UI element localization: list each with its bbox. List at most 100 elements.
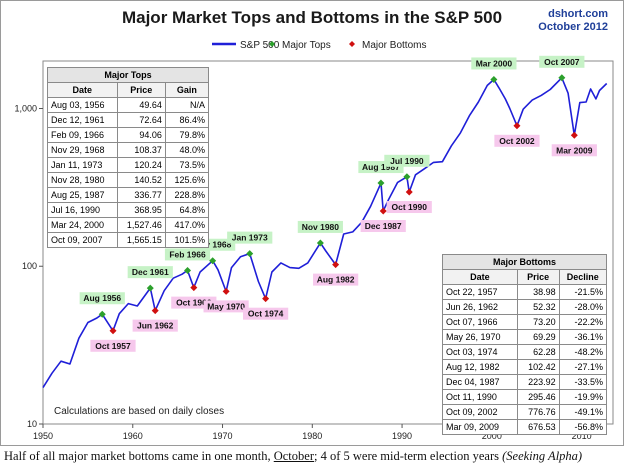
bottom-label: Oct 1957 [95, 341, 131, 351]
tops-table-cell: 86.4% [164, 112, 210, 128]
tops-table-cell: Feb 09, 1966 [47, 127, 118, 143]
bottoms-table-cell: Mar 09, 2009 [442, 419, 518, 435]
tops-table-cell: 140.52 [116, 172, 166, 188]
tops-table-cell: 1,565.15 [116, 232, 166, 248]
bottoms-table-cell: Aug 12, 1982 [442, 359, 518, 375]
y-tick-label: 100 [22, 261, 37, 271]
tops-table-cell: 94.06 [116, 127, 166, 143]
bottoms-table-caption: Major Bottoms [442, 254, 607, 270]
tops-table-cell: Oct 09, 2007 [47, 232, 118, 248]
source-credit: dshort.com October 2012 [538, 8, 608, 34]
bottom-label-bg [494, 134, 540, 147]
bottoms-table-cell: 52.32 [516, 299, 560, 315]
tops-table-cell: 72.64 [116, 112, 166, 128]
bottoms-table-cell: 62.28 [516, 344, 560, 360]
tops-table-cell: 79.8% [164, 127, 210, 143]
bottom-marker [332, 261, 340, 269]
tops-table-row: Aug 25, 1987 336.77 228.8% [47, 187, 210, 203]
legend-tops-label: Major Tops [282, 40, 331, 51]
bottom-label: Oct 1990 [392, 202, 428, 212]
top-marker [490, 75, 498, 83]
bottom-label: Oct 1966 [176, 298, 212, 308]
tops-table-cell: 120.24 [116, 157, 166, 173]
top-label-bg [297, 220, 343, 233]
bottoms-table-cell: Dec 04, 1987 [442, 374, 518, 390]
bottoms-table-cell: -49.1% [558, 404, 608, 420]
bottoms-table-col-header: Decline [558, 269, 608, 285]
legend-tops-marker [269, 41, 275, 47]
bottom-label: Mar 2009 [556, 145, 593, 155]
top-label: Dec 1961 [132, 267, 169, 277]
top-label: Nov 1968 [194, 240, 232, 250]
caption-underlined: October [273, 449, 314, 463]
bottoms-table-cell: -22.2% [558, 314, 608, 330]
tops-table-cell: 49.64 [116, 97, 166, 113]
bottoms-table-cell: -36.1% [558, 329, 608, 345]
legend-bottoms-label: Major Bottoms [362, 40, 426, 51]
bottoms-table-row: Jun 26, 1962 52.32 -28.0% [442, 299, 608, 315]
tops-table-cell: Nov 29, 1968 [47, 142, 118, 158]
bottoms-table-cell: -28.0% [558, 299, 608, 315]
tops-table-cell: Mar 24, 2000 [47, 217, 118, 233]
bottom-label-bg [551, 144, 597, 157]
top-label-bg [471, 57, 517, 70]
tops-table-row: Dec 12, 1961 72.64 86.4% [47, 112, 210, 128]
top-label: Jan 1973 [232, 233, 268, 243]
bottoms-table-col-header: Price [516, 269, 560, 285]
x-tick-label: 1980 [302, 431, 322, 441]
top-marker [246, 250, 254, 258]
bottoms-table-row: Oct 03, 1974 62.28 -48.2% [442, 344, 608, 360]
top-label-bg [539, 55, 585, 68]
bottoms-table-cell: 102.42 [516, 359, 560, 375]
tops-table-cell: Jan 11, 1973 [47, 157, 118, 173]
y-tick-label: 1,000 [14, 103, 37, 113]
bottom-label: Oct 1974 [248, 309, 284, 319]
tops-table-cell: Nov 28, 1980 [47, 172, 118, 188]
bottoms-table-cell: 38.98 [516, 284, 560, 300]
major-tops-table: Major Tops Date Price Gain Aug 03, 1956 49.… [47, 67, 210, 248]
bottom-marker [570, 131, 578, 139]
bottom-label-bg [386, 201, 432, 214]
bottoms-table-row: Mar 09, 2009 676.53 -56.8% [442, 419, 608, 435]
major-bottoms-table: Major Bottoms Date Price Decline Oct 22, 1… [442, 254, 608, 435]
bottom-marker [222, 287, 230, 295]
bottom-label: Oct 2002 [499, 136, 535, 146]
tops-table-cell: 228.8% [164, 187, 210, 203]
tops-table-row: Oct 09, 2007 1,565.15 101.5% [47, 232, 210, 248]
tops-table-row: Jul 16, 1990 368.95 64.8% [47, 202, 210, 218]
top-label: Jul 1990 [390, 156, 424, 166]
tops-table-cell: Aug 25, 1987 [47, 187, 118, 203]
chart-title: Major Market Tops and Bottoms in the S&P… [121, 8, 503, 27]
bottoms-table-cell: Jun 26, 1962 [442, 299, 518, 315]
tops-table-cell: 417.0% [164, 217, 210, 233]
bottoms-table-row: Oct 07, 1966 73.20 -22.2% [442, 314, 608, 330]
bottom-marker [405, 188, 413, 196]
bottoms-table-cell: Oct 03, 1974 [442, 344, 518, 360]
top-marker [146, 284, 154, 292]
bottom-marker [379, 207, 387, 215]
bottoms-table-cell: -19.9% [558, 389, 608, 405]
bottoms-table-cell: 776.76 [516, 404, 560, 420]
bottom-label-bg [203, 300, 249, 313]
bottoms-table-cell: 676.53 [516, 419, 560, 435]
bottom-label-bg [243, 307, 289, 320]
top-marker [316, 239, 324, 247]
tops-table-caption: Major Tops [47, 67, 209, 83]
top-label-bg [164, 248, 211, 261]
bottoms-table-cell: Oct 07, 1966 [442, 314, 518, 330]
bottom-label-bg [132, 319, 178, 332]
bottoms-table-row: May 26, 1970 69.29 -36.1% [442, 329, 608, 345]
bottoms-table-cell: -48.2% [558, 344, 608, 360]
tops-table-col-header: Date [47, 82, 118, 98]
bottoms-table-cell: -27.1% [558, 359, 608, 375]
bottoms-table-cell: 295.46 [516, 389, 560, 405]
bottoms-table-cell: Oct 11, 1990 [442, 389, 518, 405]
tops-table-cell: N/A [164, 97, 210, 113]
legend-sp500-label: S&P 500 [240, 40, 280, 51]
bottoms-table-row: Oct 22, 1957 38.98 -21.5% [442, 284, 608, 300]
tops-table-cell: 73.5% [164, 157, 210, 173]
bottoms-table-cell: 69.29 [516, 329, 560, 345]
bottoms-table-cell: Oct 22, 1957 [442, 284, 518, 300]
bottom-label-bg [360, 220, 406, 233]
legend-bottoms-marker [349, 41, 355, 47]
